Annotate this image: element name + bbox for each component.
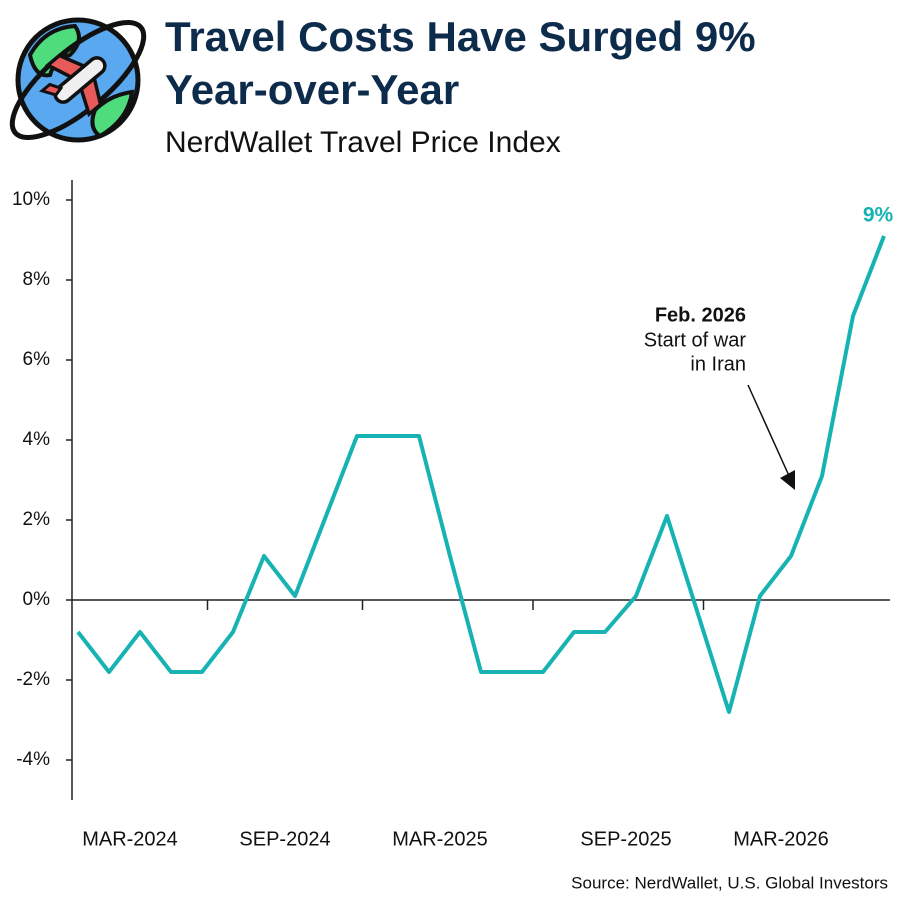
- chart-title: Year-over-Year: [165, 66, 459, 113]
- y-tick-label: 4%: [23, 429, 51, 450]
- annotation-text: Start of war: [644, 329, 747, 351]
- y-tick-label: 2%: [23, 509, 51, 530]
- annotation-arrowhead: [780, 470, 795, 490]
- data-line: [76, 235, 886, 714]
- chart-subtitle: NerdWallet Travel Price Index: [165, 126, 561, 159]
- chart-title: Travel Costs Have Surged 9%: [165, 13, 756, 60]
- source: Source: NerdWallet, U.S. Global Investor…: [571, 873, 888, 892]
- x-tick-label: SEP-2024: [239, 828, 330, 850]
- y-tick-label: -4%: [16, 749, 50, 770]
- x-tick-label: MAR-2026: [733, 828, 829, 850]
- x-tick-label: MAR-2025: [392, 828, 488, 850]
- annotation-title: Feb. 2026: [655, 304, 746, 326]
- x-tick-label: SEP-2025: [580, 828, 671, 850]
- y-tick-label: 10%: [12, 189, 50, 210]
- data-label: 9%: [863, 204, 894, 227]
- annotation-arrow: [747, 384, 791, 479]
- y-tick-label: 6%: [23, 349, 51, 370]
- x-tick-label: MAR-2024: [82, 828, 178, 850]
- y-tick-label: 8%: [23, 269, 51, 290]
- y-tick-label: 0%: [23, 589, 51, 610]
- y-tick-label: -2%: [16, 669, 50, 690]
- annotation-text: in Iran: [690, 353, 746, 375]
- globe-icon: [9, 17, 147, 143]
